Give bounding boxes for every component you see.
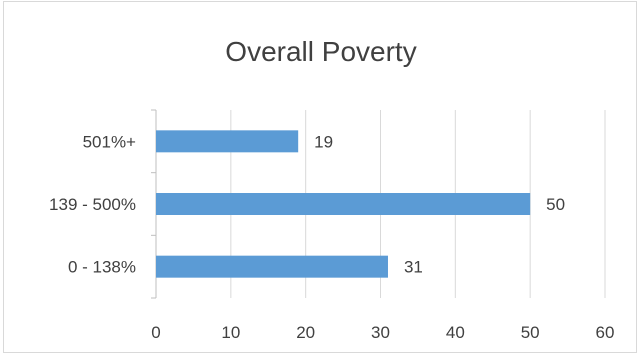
category-label: 139 - 500%	[49, 195, 136, 214]
tick-labels: 0 10 20 30 40 50 60	[151, 323, 614, 342]
bar-2	[156, 130, 299, 153]
data-label: 31	[404, 258, 423, 277]
category-labels: 0 - 138% 139 - 500% 501%+	[49, 132, 136, 276]
category-axis	[151, 109, 157, 299]
x-tick-label: 20	[296, 323, 315, 342]
bar-1	[156, 193, 531, 215]
x-tick-label: 30	[371, 323, 390, 342]
x-tick-label: 40	[446, 323, 465, 342]
x-tick-label: 50	[521, 323, 540, 342]
bar-0	[156, 255, 388, 278]
category-label: 0 - 138%	[68, 258, 136, 277]
chart-frame	[3, 1, 637, 353]
x-tick-label: 60	[596, 323, 615, 342]
data-label: 50	[546, 195, 565, 214]
data-label: 19	[314, 132, 333, 151]
bars	[156, 130, 531, 278]
chart-title: Overall Poverty	[225, 36, 417, 67]
data-labels: 31 50 19	[314, 132, 565, 276]
x-tick-label: 0	[151, 323, 160, 342]
category-label: 501%+	[83, 132, 136, 151]
x-tick-label: 10	[221, 323, 240, 342]
